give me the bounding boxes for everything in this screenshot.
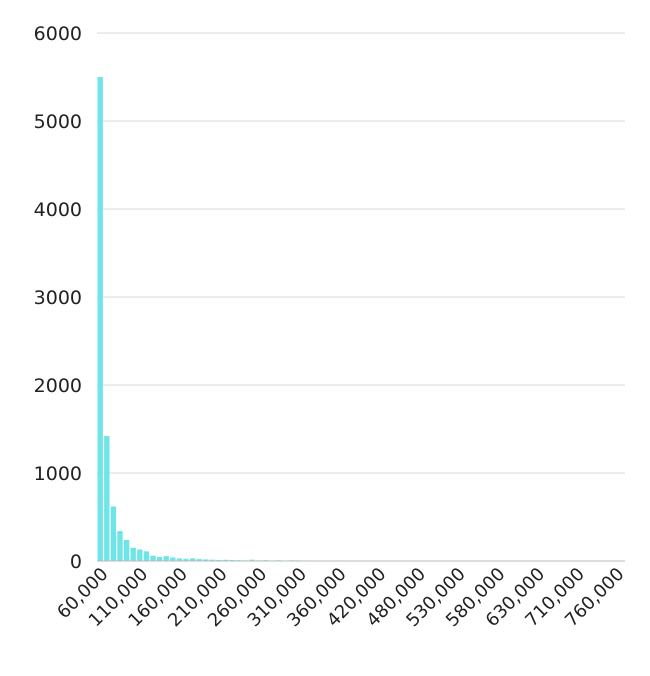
histogram-bar [97, 77, 103, 561]
y-tick-label: 5000 [34, 111, 82, 133]
histogram-bar [104, 436, 110, 561]
histogram-bar [196, 559, 202, 561]
histogram-bar [176, 558, 183, 561]
histogram-bar [123, 539, 130, 561]
histogram-bar [143, 551, 150, 561]
y-tick-label: 6000 [34, 23, 82, 45]
bars [97, 77, 612, 561]
y-tick-label: 1000 [34, 463, 82, 485]
histogram-bar [222, 559, 229, 561]
histogram-bar [170, 557, 176, 561]
histogram-bar [216, 559, 222, 561]
histogram-bar [137, 549, 143, 561]
histogram-bar [183, 558, 189, 561]
histogram-bar [249, 559, 255, 561]
histogram-bar [203, 559, 209, 561]
histogram-bar [156, 557, 163, 561]
y-tick-label: 3000 [34, 287, 82, 309]
histogram-bar [110, 506, 117, 561]
y-tick-label: 4000 [34, 199, 82, 221]
y-tick-label: 0 [70, 551, 82, 573]
histogram-bar [130, 547, 136, 561]
histogram-bar [163, 556, 169, 561]
y-tick-label: 2000 [34, 375, 82, 397]
histogram-bar [150, 555, 156, 561]
histogram-bar [209, 559, 216, 561]
x-axis-ticks: 60,000110,000160,000210,000260,000310,00… [53, 564, 628, 631]
histogram-bar [117, 531, 123, 561]
gridlines [97, 32, 625, 562]
histogram-bar [229, 559, 235, 561]
y-axis-ticks: 0 1000 2000 3000 4000 5000 6000 [34, 23, 82, 573]
histogram-bar [189, 558, 196, 561]
